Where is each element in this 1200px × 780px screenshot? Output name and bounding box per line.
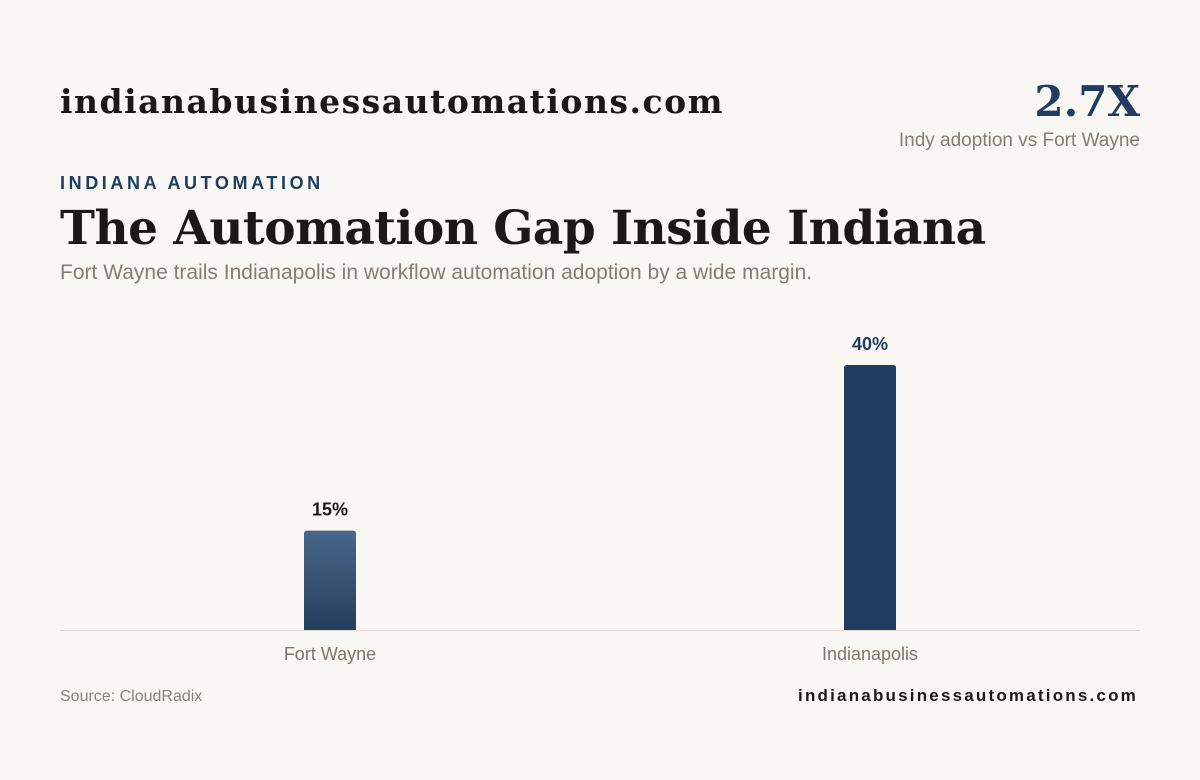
chart-subtitle: Fort Wayne trails Indianapolis in workfl… bbox=[60, 261, 813, 284]
footer-url[interactable]: indianabusinessautomations.com bbox=[798, 686, 1138, 705]
bar-fort-wayne bbox=[304, 530, 356, 630]
kpi-value: 2.7X bbox=[1034, 77, 1140, 126]
category-label-indianapolis: Indianapolis bbox=[822, 644, 918, 664]
chart-title: The Automation Gap Inside Indiana bbox=[60, 201, 986, 256]
bars-layer: 15% Fort Wayne 40% Indianapolis bbox=[284, 334, 918, 664]
kpi-callout: 2.7X Indy adoption vs Fort Wayne bbox=[899, 78, 1140, 152]
bar-indianapolis bbox=[844, 365, 896, 630]
category-label-fort-wayne: Fort Wayne bbox=[284, 644, 376, 664]
bar-value-label-indianapolis: 40% bbox=[852, 334, 888, 354]
kpi-caption: Indy adoption vs Fort Wayne bbox=[898, 130, 1140, 151]
source-note: Source: CloudRadix bbox=[60, 688, 203, 705]
brand-title: indianabusinessautomations.com bbox=[60, 82, 725, 121]
eyebrow-label: INDIANA AUTOMATION bbox=[60, 173, 324, 193]
bar-value-label-fort-wayne: 15% bbox=[312, 500, 348, 520]
